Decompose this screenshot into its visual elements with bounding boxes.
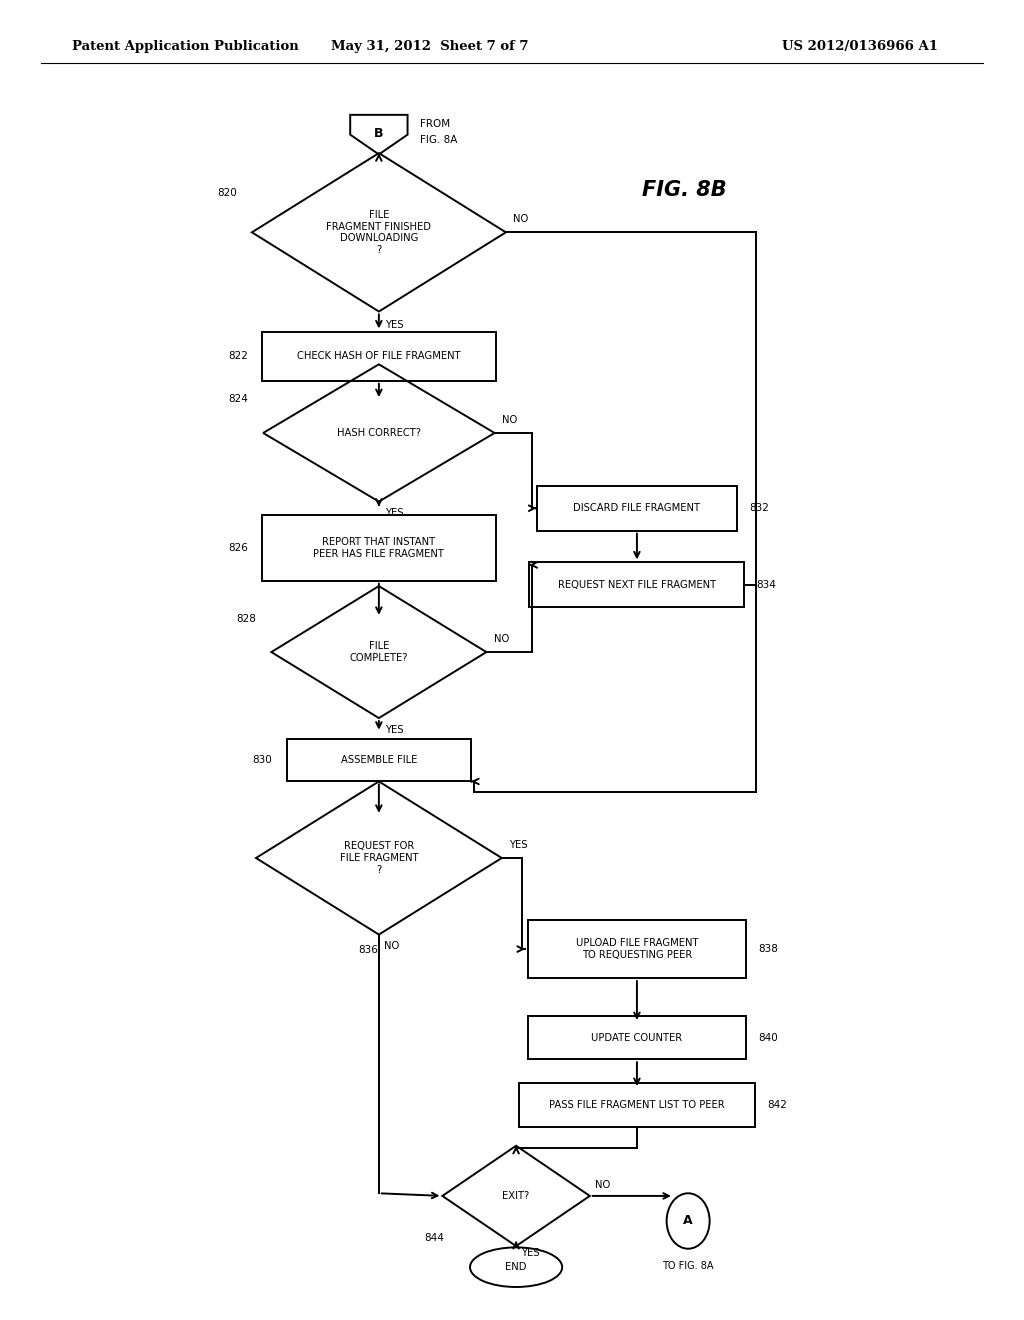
Text: UPDATE COUNTER: UPDATE COUNTER	[592, 1032, 682, 1043]
Text: 832: 832	[750, 503, 769, 513]
Bar	[528, 920, 745, 978]
Text: NO: NO	[513, 214, 528, 224]
Text: B: B	[374, 127, 384, 140]
Text: 826: 826	[228, 543, 248, 553]
Text: FILE
COMPLETE?: FILE COMPLETE?	[349, 642, 409, 663]
Text: DISCARD FILE FRAGMENT: DISCARD FILE FRAGMENT	[573, 503, 700, 513]
Text: FIG. 8A: FIG. 8A	[420, 135, 457, 145]
Text: 822: 822	[228, 351, 248, 362]
Text: UPLOAD FILE FRAGMENT
TO REQUESTING PEER: UPLOAD FILE FRAGMENT TO REQUESTING PEER	[575, 939, 698, 960]
Text: EXIT?: EXIT?	[503, 1191, 529, 1201]
Text: YES: YES	[521, 1247, 540, 1258]
Text: NO: NO	[384, 941, 399, 952]
Text: FROM: FROM	[420, 119, 450, 129]
Text: NO: NO	[595, 1180, 610, 1191]
Text: Patent Application Publication: Patent Application Publication	[72, 40, 298, 53]
Text: YES: YES	[385, 319, 403, 330]
Text: 842: 842	[767, 1100, 786, 1110]
Text: A: A	[683, 1214, 693, 1228]
Text: HASH CORRECT?: HASH CORRECT?	[337, 428, 421, 438]
Text: 824: 824	[228, 393, 248, 404]
Bar	[262, 515, 496, 581]
Text: May 31, 2012  Sheet 7 of 7: May 31, 2012 Sheet 7 of 7	[332, 40, 528, 53]
Text: NO: NO	[502, 414, 517, 425]
Text: YES: YES	[385, 508, 403, 519]
Text: END: END	[506, 1262, 526, 1272]
Bar	[262, 331, 496, 380]
Text: 834: 834	[757, 579, 776, 590]
Text: YES: YES	[385, 725, 403, 735]
Text: 828: 828	[237, 614, 256, 624]
Text: REQUEST FOR
FILE FRAGMENT
?: REQUEST FOR FILE FRAGMENT ?	[340, 841, 418, 875]
Text: CHECK HASH OF FILE FRAGMENT: CHECK HASH OF FILE FRAGMENT	[297, 351, 461, 362]
Text: TO FIG. 8A: TO FIG. 8A	[663, 1261, 714, 1271]
Text: FILE
FRAGMENT FINISHED
DOWNLOADING
?: FILE FRAGMENT FINISHED DOWNLOADING ?	[327, 210, 431, 255]
Bar	[519, 1082, 755, 1126]
Text: REPORT THAT INSTANT
PEER HAS FILE FRAGMENT: REPORT THAT INSTANT PEER HAS FILE FRAGME…	[313, 537, 444, 558]
Text: 844: 844	[425, 1233, 444, 1243]
Bar	[537, 486, 737, 531]
Text: ASSEMBLE FILE: ASSEMBLE FILE	[341, 755, 417, 766]
Bar	[287, 739, 471, 781]
Bar	[528, 1016, 745, 1059]
Text: 830: 830	[253, 755, 272, 766]
Bar	[529, 562, 744, 607]
Text: NO: NO	[494, 634, 509, 644]
Text: 820: 820	[217, 187, 237, 198]
Text: US 2012/0136966 A1: US 2012/0136966 A1	[782, 40, 938, 53]
Text: YES: YES	[509, 840, 527, 850]
Text: 836: 836	[358, 945, 379, 956]
Text: PASS FILE FRAGMENT LIST TO PEER: PASS FILE FRAGMENT LIST TO PEER	[549, 1100, 725, 1110]
Text: REQUEST NEXT FILE FRAGMENT: REQUEST NEXT FILE FRAGMENT	[558, 579, 716, 590]
Text: FIG. 8B: FIG. 8B	[642, 180, 726, 201]
Text: 838: 838	[758, 944, 778, 954]
Text: 840: 840	[758, 1032, 778, 1043]
